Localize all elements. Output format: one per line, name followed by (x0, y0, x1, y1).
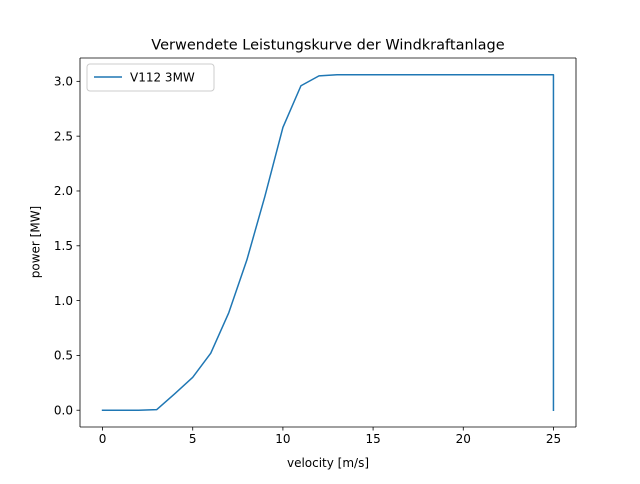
x-tick-label: 25 (546, 432, 561, 446)
y-axis-label: power [MW] (29, 206, 43, 279)
x-tick-label: 20 (456, 432, 471, 446)
x-axis-label: velocity [m/s] (287, 456, 369, 470)
legend-box (86, 63, 215, 92)
y-tick-label: 2.0 (54, 184, 73, 198)
plot-background (80, 58, 576, 427)
x-tick-label: 15 (365, 432, 380, 446)
plot-area (80, 58, 576, 427)
y-tick-label: 2.5 (54, 129, 73, 143)
y-tick-label: 0.5 (54, 349, 73, 363)
series-line-0 (101, 74, 555, 411)
y-tick-label: 0.0 (54, 403, 73, 417)
y-tick-label: 3.0 (54, 75, 73, 89)
legend-label: V112 3MW (130, 71, 195, 85)
x-tick-label: 5 (189, 432, 197, 446)
y-tick-label: 1.5 (54, 239, 73, 253)
series-layer (101, 74, 555, 411)
x-tick-label: 0 (99, 432, 107, 446)
x-tick-label: 10 (275, 432, 290, 446)
legend[interactable]: V112 3MW (86, 63, 215, 92)
chart-title: Verwendete Leistungskurve der Windkrafta… (151, 38, 504, 54)
y-tick-label: 1.0 (54, 294, 73, 308)
axes: 0 5 10 15 20 25 0.0 0.5 1.0 1.5 2.0 2.5 3.0 (54, 57, 577, 446)
